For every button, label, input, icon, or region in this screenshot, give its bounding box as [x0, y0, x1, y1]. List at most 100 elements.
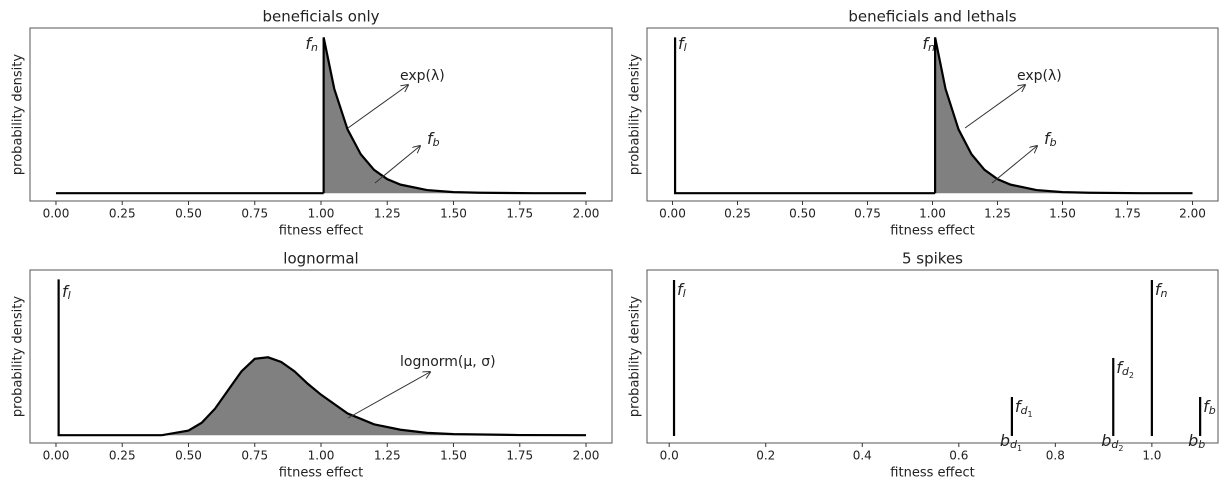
annotation-text: f	[427, 129, 435, 148]
x-axis-label: fitness effect	[279, 466, 363, 481]
x-tick-label: 0.50	[175, 449, 202, 463]
annotation-subsub: 1	[1028, 409, 1033, 418]
annotation: fn	[922, 34, 935, 55]
x-axis-label: fitness effect	[890, 466, 974, 481]
curve	[161, 356, 587, 437]
annotation: fb	[427, 129, 440, 150]
annotation: fl	[677, 279, 686, 300]
annotation-subsub: 1	[1017, 444, 1022, 453]
annotation-subsub: 2	[1118, 444, 1123, 453]
annotation-arrow	[991, 146, 1037, 184]
x-tick-label: 0.50	[175, 207, 202, 221]
annotation-arrow	[347, 372, 430, 419]
x-tick-label: 1.50	[440, 207, 467, 221]
annotation-sub: n	[311, 41, 318, 54]
x-tick-label: 0.25	[109, 207, 136, 221]
area-fill	[323, 37, 587, 194]
annotation: fl	[678, 34, 687, 55]
annotation-text: f	[677, 279, 685, 298]
annotation-text: b	[1188, 431, 1198, 450]
x-tick-label: 1.25	[374, 449, 401, 463]
annotation: bd2	[1101, 431, 1123, 453]
annotation: fn	[1155, 279, 1168, 300]
x-tick-label: 1.75	[506, 449, 533, 463]
x-tick-label: 0.00	[659, 207, 686, 221]
annotation: bd1	[1000, 431, 1022, 453]
annotation-text: f	[1015, 396, 1023, 415]
x-tick-label: 0.75	[241, 449, 268, 463]
x-tick-label: 0.00	[43, 207, 70, 221]
y-axis-label: probability density	[628, 54, 643, 175]
curve	[57, 279, 162, 437]
annotation-sub: d	[1010, 438, 1018, 451]
y-axis-label: probability density	[11, 54, 26, 175]
x-tick-label: 1.25	[984, 207, 1011, 221]
x-tick-label: 0.75	[854, 207, 881, 221]
annotation-text: f	[305, 34, 313, 53]
annotation-text: b	[1101, 431, 1111, 450]
chart-title: 5 spikes	[902, 250, 963, 268]
x-axis-label: fitness effect	[890, 224, 974, 239]
y-axis-label: probability density	[11, 296, 26, 417]
area-fill	[935, 37, 1193, 194]
x-tick-label: 1.50	[1049, 207, 1076, 221]
y-axis-label: probability density	[628, 296, 643, 417]
annotation: fd2	[1116, 357, 1134, 379]
x-tick-label: 0.25	[724, 207, 751, 221]
x-tick-label: 0.4	[853, 449, 872, 463]
x-tick-label: 1.75	[506, 207, 533, 221]
annotation: exp(λ)	[1017, 68, 1062, 84]
annotation-sub: d	[1111, 438, 1119, 451]
annotation-sub: l	[684, 41, 687, 54]
annotation-text: f	[1116, 357, 1124, 376]
x-tick-label: 1.00	[919, 207, 946, 221]
plot-frame	[29, 27, 613, 202]
x-tick-label: 2.00	[1179, 207, 1206, 221]
annotation-text: exp(λ)	[400, 68, 445, 84]
annotation: exp(λ)	[400, 68, 445, 84]
annotation: fl	[62, 282, 71, 303]
annotation: fn	[305, 34, 318, 55]
x-tick-label: 1.00	[308, 207, 335, 221]
x-tick-label: 0.25	[109, 449, 136, 463]
x-tick-label: 0.6	[949, 449, 968, 463]
annotation-sub: l	[68, 289, 71, 302]
annotation-sub: b	[1198, 438, 1205, 451]
annotation: fb	[1044, 129, 1057, 150]
annotation-arrow	[347, 85, 408, 129]
annotation: bb	[1188, 431, 1205, 452]
x-tick-label: 0.8	[1046, 449, 1065, 463]
chart-title: lognormal	[283, 250, 358, 268]
chart-title: beneficials only	[262, 8, 379, 26]
annotation: lognorm(μ, σ)	[400, 354, 496, 370]
annotation-text: f	[1044, 129, 1052, 148]
annotation-sub: n	[928, 41, 935, 54]
x-tick-label: 1.25	[374, 207, 401, 221]
annotation-text: f	[62, 282, 70, 301]
curve	[322, 37, 587, 195]
x-tick-label: 1.0	[1142, 449, 1161, 463]
curve	[934, 37, 1193, 195]
annotation: fd1	[1015, 396, 1033, 418]
x-tick-label: 0.50	[789, 207, 816, 221]
area-fill	[161, 357, 587, 436]
plot-frame	[646, 269, 1219, 444]
annotation-text: f	[1155, 279, 1163, 298]
x-tick-label: 2.00	[573, 449, 600, 463]
annotation-text: lognorm(μ, σ)	[400, 354, 496, 370]
chart-title: beneficials and lethals	[848, 8, 1016, 26]
annotation-sub: b	[1209, 404, 1216, 417]
x-tick-label: 2.00	[573, 207, 600, 221]
x-axis-label: fitness effect	[279, 224, 363, 239]
annotation-text: f	[1203, 396, 1211, 415]
annotation-sub: d	[1021, 404, 1029, 417]
x-tick-label: 0.75	[241, 207, 268, 221]
annotation-text: f	[678, 34, 686, 53]
x-tick-label: 1.50	[440, 449, 467, 463]
annotation-arrow	[964, 85, 1025, 129]
x-tick-label: 0.00	[43, 449, 70, 463]
annotation: fb	[1203, 396, 1216, 417]
annotation-text: f	[922, 34, 930, 53]
annotation-sub: n	[1161, 287, 1168, 300]
